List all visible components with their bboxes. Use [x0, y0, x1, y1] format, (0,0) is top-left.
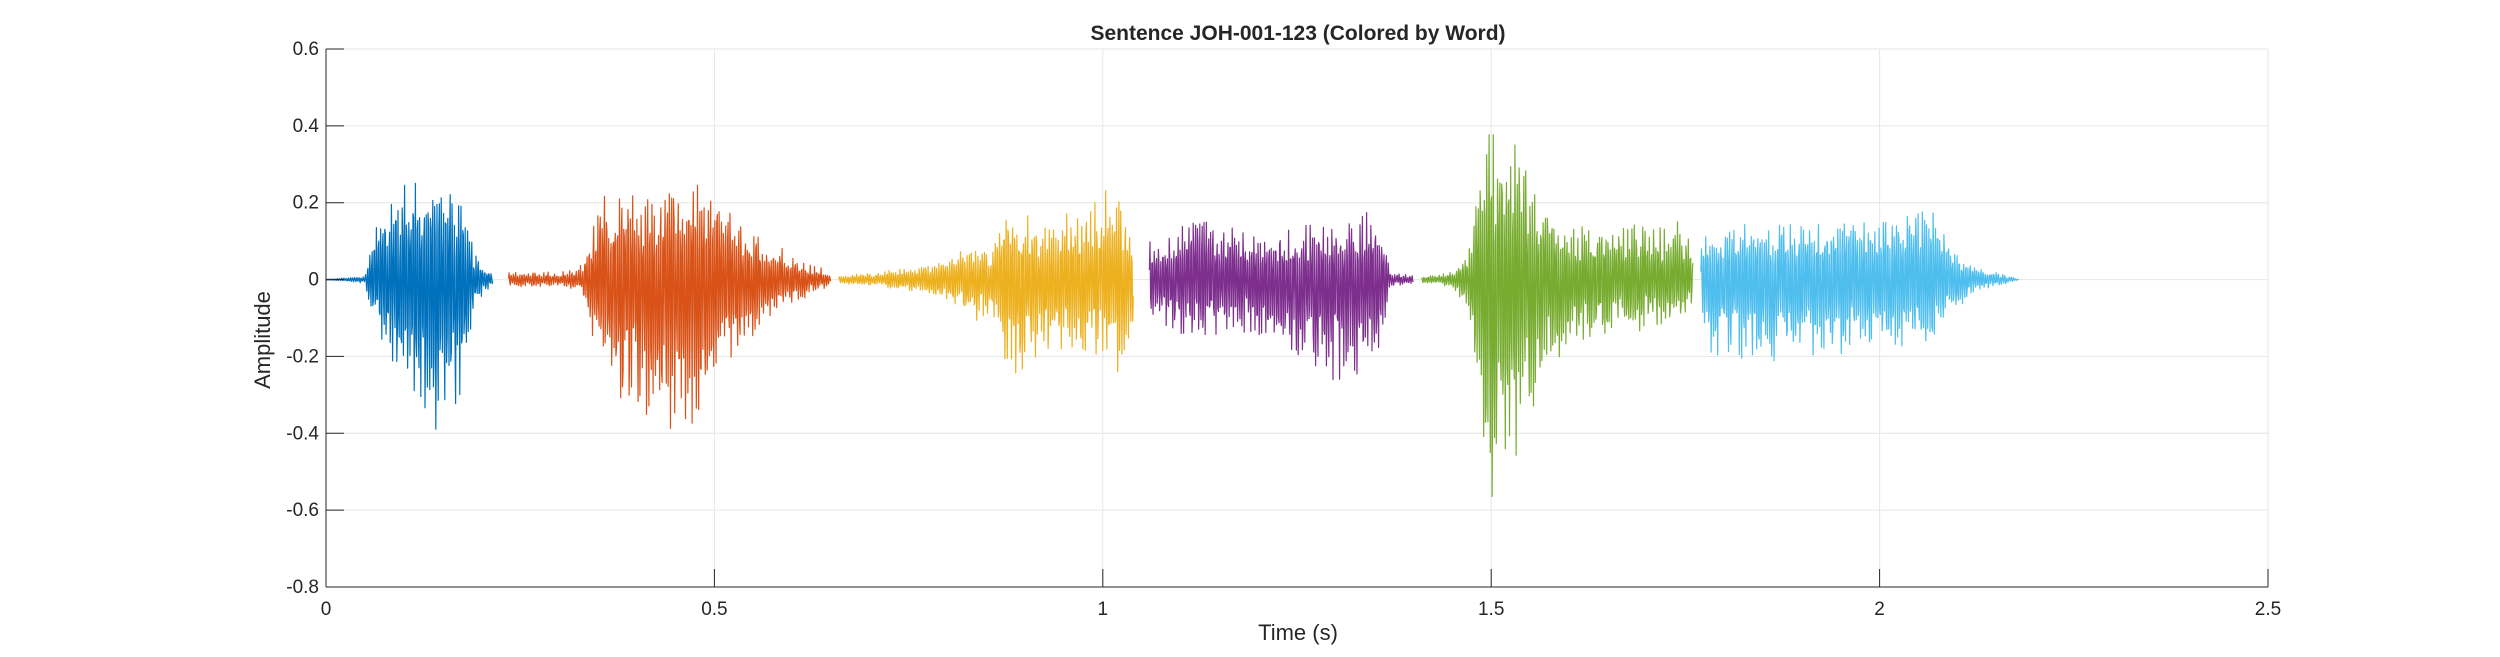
y-tick-label: 0 [308, 270, 319, 291]
waveform-series-6 [1700, 211, 2020, 362]
x-tick-label: 0 [321, 599, 332, 620]
y-tick-label: 0.4 [293, 116, 320, 137]
y-tick-label: 0.2 [293, 193, 319, 214]
x-tick-label: 1.5 [1478, 599, 1504, 620]
x-tick-label: 2.5 [2255, 599, 2281, 620]
waveform-series-4 [1148, 212, 1414, 381]
waveform-series-3 [838, 190, 1134, 374]
waveform-series-5 [1420, 134, 1694, 497]
y-tick-label: 0.6 [293, 39, 319, 60]
x-tick-label: 1 [1098, 599, 1109, 620]
series-layer [325, 134, 2020, 497]
chart-title: Sentence JOH-001-123 (Colored by Word) [1090, 22, 1505, 45]
y-axis-label: Amplitude [250, 291, 275, 389]
y-tick-label: -0.8 [286, 577, 319, 598]
y-tick-label: -0.4 [286, 423, 319, 444]
y-tick-label: -0.6 [286, 500, 319, 521]
x-tick-label: 0.5 [701, 599, 727, 620]
axis-layer: 0 0.5 1 1.5 2 2.5 -0.8 -0.6 -0.4 -0.2 0 0.2 0.4 0.6 [286, 39, 2281, 620]
waveform-series-2 [507, 184, 832, 429]
x-tick-label: 2 [1874, 599, 1885, 620]
waveform-series-1 [325, 182, 494, 430]
y-tick-label: -0.2 [286, 346, 319, 367]
x-axis-label: Time (s) [1258, 620, 1338, 645]
